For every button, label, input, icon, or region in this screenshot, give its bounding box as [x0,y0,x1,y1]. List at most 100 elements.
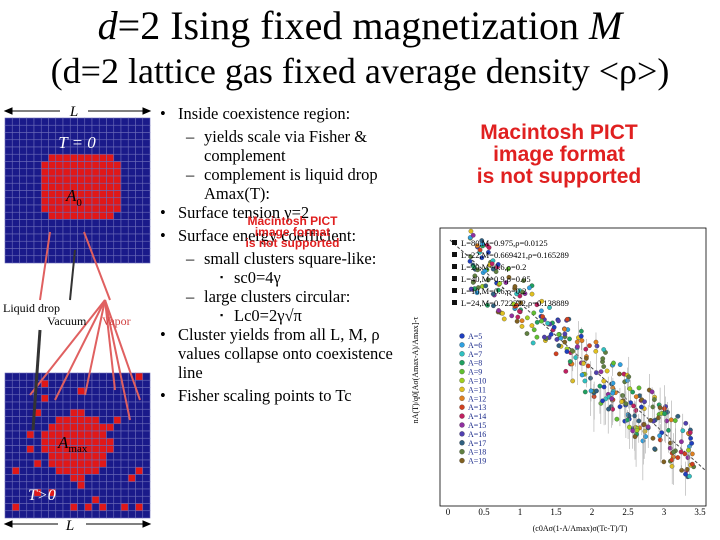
cell [33,182,42,191]
cell [26,452,35,461]
cell [91,190,100,199]
cell [98,190,107,199]
dot [598,369,604,375]
cell [40,190,49,199]
cell [142,175,151,184]
cell [62,211,71,220]
dot [606,406,611,412]
cell [40,226,49,235]
cell [62,408,71,417]
dot [519,318,525,324]
legend-label: L=10,M=0.6,ρ=0.2 [461,286,526,296]
cell [19,445,28,454]
dot [530,340,536,346]
cell [33,503,42,512]
cell [113,219,122,228]
cell [4,394,13,403]
cell [40,139,49,148]
cell [113,466,122,475]
dot [542,334,547,340]
dot [483,283,489,289]
cell [113,408,122,417]
dot [610,406,615,412]
cell [69,387,78,396]
dot [579,328,584,334]
cell [127,153,136,162]
cell [48,430,57,439]
pict-line: image format [493,143,625,166]
dot [539,298,545,304]
cell [106,168,115,177]
cell [69,408,78,417]
cell [142,423,151,432]
cell [48,510,57,519]
cell [106,233,115,242]
cell [19,408,28,417]
cell [98,459,107,468]
cell [26,219,35,228]
lattice-label: A0 [65,186,82,209]
cell [11,488,20,497]
legend-label: L=80,M=0.975,ρ=0.0125 [461,238,548,248]
cell [84,430,93,439]
cell [120,233,129,242]
label-sub: max [68,443,87,455]
cell [91,394,100,403]
cell [69,161,78,170]
dot [652,446,657,452]
dot [679,467,685,473]
cell [84,117,93,126]
cell [84,481,93,490]
dot [468,254,474,260]
cell [77,408,86,417]
cell [19,139,28,148]
cell [33,423,42,432]
dot [678,449,684,455]
cell [55,161,64,170]
cell [106,117,115,126]
cell [120,153,129,162]
cell [77,401,86,410]
legend-marker [452,240,457,245]
cell [62,401,71,410]
cell [106,430,115,439]
cell [91,387,100,396]
cell [48,204,57,213]
cell [113,416,122,425]
cell [33,190,42,199]
legend-label: A=14 [468,412,486,421]
dot [600,356,606,361]
dot [600,398,605,404]
dot [594,343,600,349]
cell [40,408,49,417]
cell [106,379,115,388]
cell [69,495,78,504]
lattice-label: T>0 [28,487,56,504]
cell [127,488,136,497]
dot [553,351,559,357]
dot [581,361,586,366]
dot [470,232,476,238]
cell [19,255,28,264]
dot [534,334,540,340]
dot [683,420,689,426]
cell [77,387,86,396]
dot [503,280,509,285]
cell [142,379,151,388]
cell [48,437,57,446]
cell [4,211,13,220]
cell [55,459,64,468]
cell [120,204,129,213]
dot [662,411,667,417]
cell [11,255,20,264]
dot [517,293,523,299]
arrows [29,231,141,421]
dot [519,324,525,329]
cell [62,153,71,162]
cell [11,481,20,490]
cell [19,132,28,141]
cell [91,495,100,504]
cell [113,430,122,439]
cell [98,379,107,388]
cell [127,190,136,199]
